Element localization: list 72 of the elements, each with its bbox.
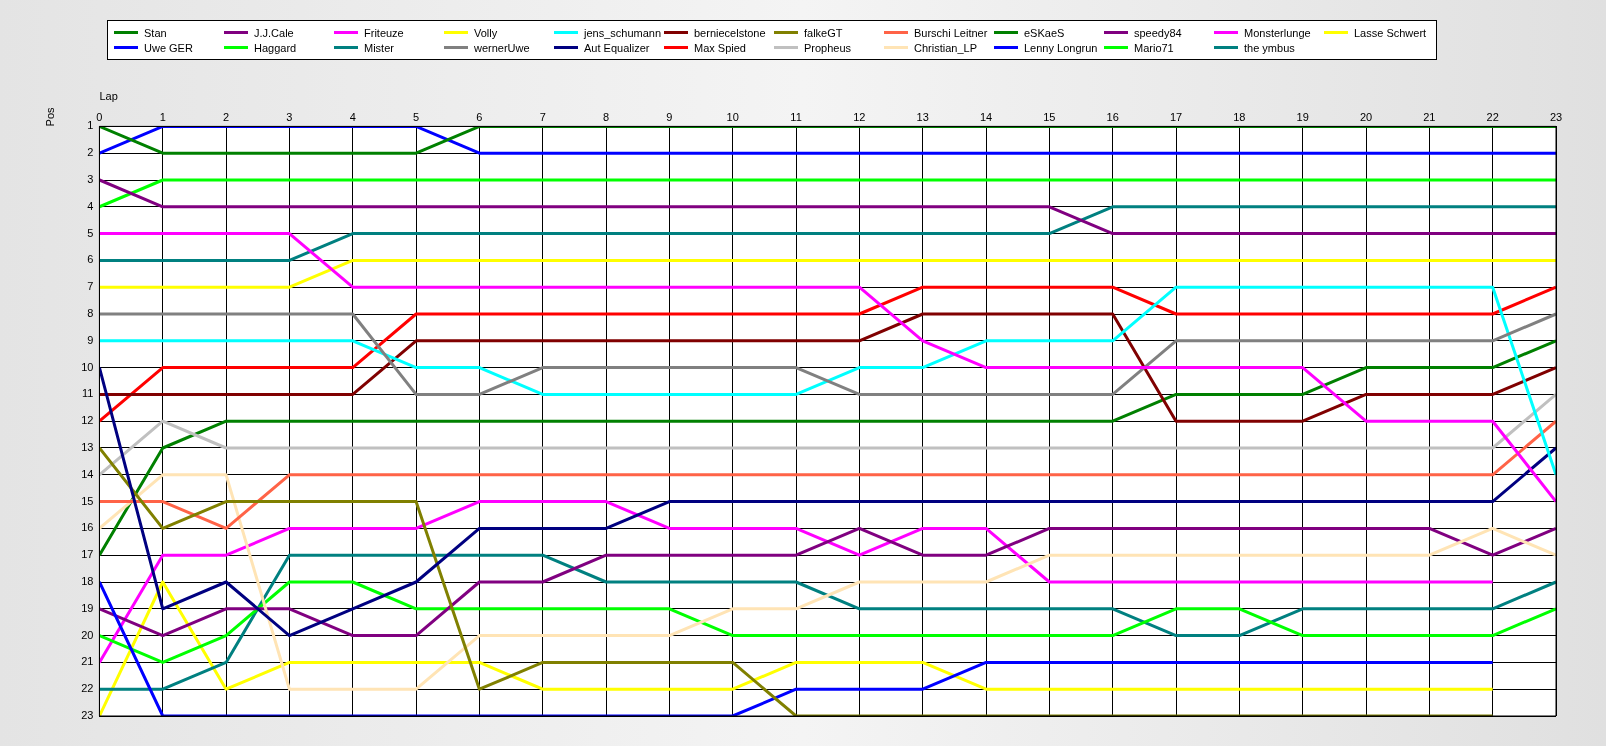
x-tick-label: 0: [96, 110, 103, 123]
legend-label: berniecelstone: [694, 26, 766, 39]
y-tick-label: 4: [87, 199, 94, 212]
y-tick-label: 10: [81, 360, 94, 373]
y-tick-label: 19: [81, 601, 94, 614]
x-tick-label: 18: [1233, 110, 1246, 123]
x-tick-label: 7: [539, 110, 546, 123]
y-tick-label: 15: [81, 494, 94, 507]
x-tick-label: 13: [916, 110, 929, 123]
legend-label: Max Spied: [694, 41, 746, 54]
x-tick-label: 10: [726, 110, 739, 123]
y-tick-label: 6: [87, 253, 94, 266]
x-axis-title: Lap: [99, 89, 118, 102]
legend-label: falkeGT: [804, 26, 843, 39]
legend-label: Burschi Leitner: [914, 26, 988, 39]
y-tick-label: 16: [81, 521, 94, 534]
y-tick-label: 22: [81, 682, 94, 695]
x-tick-label: 9: [666, 110, 673, 123]
x-tick-label: 6: [476, 110, 483, 123]
y-tick-label: 11: [82, 387, 94, 400]
y-axis-title: Pos: [43, 106, 56, 127]
x-tick-label: 3: [286, 110, 293, 123]
x-tick-label: 8: [603, 110, 610, 123]
y-tick-label: 8: [87, 307, 94, 320]
legend-label: Lasse Schwert: [1354, 26, 1427, 39]
legend-label: eSKaeS: [1024, 26, 1065, 39]
x-tick-label: 11: [790, 110, 802, 123]
legend-label: Mister: [364, 41, 394, 54]
x-tick-label: 17: [1169, 110, 1183, 123]
x-tick-label: 21: [1423, 110, 1436, 123]
legend-label: Mario71: [1134, 41, 1174, 54]
y-tick-label: 2: [87, 146, 94, 159]
x-tick-label: 2: [223, 110, 230, 123]
legend-label: speedy84: [1134, 26, 1182, 39]
x-tick-label: 4: [349, 110, 356, 123]
legend-label: J.J.Cale: [254, 26, 294, 39]
y-tick-label: 21: [81, 655, 94, 668]
x-tick-label: 20: [1359, 110, 1373, 123]
x-tick-label: 14: [979, 110, 993, 123]
x-tick-label: 1: [159, 110, 166, 123]
x-tick-label: 19: [1296, 110, 1309, 123]
legend-label: wernerUwe: [474, 41, 530, 54]
legend-label: jens_schumann: [584, 26, 662, 39]
y-tick-label: 5: [87, 226, 94, 239]
y-tick-label: 13: [81, 441, 94, 454]
legend-label: the ymbus: [1244, 41, 1295, 54]
x-tick-label: 23: [1549, 110, 1563, 123]
legend-label: Haggard: [254, 41, 297, 54]
legend-label: Christian_LP: [914, 41, 977, 54]
x-tick-label: 12: [853, 110, 866, 123]
legend-label: Uwe GER: [144, 41, 193, 54]
y-tick-label: 14: [81, 467, 94, 480]
y-tick-label: 12: [81, 414, 94, 427]
x-tick-label: 5: [413, 110, 420, 123]
y-tick-label: 3: [87, 173, 94, 186]
y-tick-label: 23: [81, 709, 94, 722]
legend-label: Monsterlunge: [1244, 26, 1311, 39]
x-tick-label: 16: [1106, 110, 1119, 123]
legend-label: Volly: [474, 26, 498, 39]
y-tick-label: 18: [81, 575, 94, 588]
y-tick-label: 7: [87, 280, 94, 293]
x-tick-label: 22: [1486, 110, 1499, 123]
y-tick-label: 9: [87, 333, 94, 346]
legend-label: Stan: [144, 26, 167, 39]
y-tick-label: 1: [87, 119, 94, 132]
y-tick-label: 17: [81, 548, 94, 561]
legend-label: Aut Equalizer: [584, 41, 650, 54]
x-tick-label: 15: [1043, 110, 1056, 123]
legend-label: Lenny Longrun: [1024, 41, 1098, 54]
y-tick-label: 20: [81, 628, 94, 641]
legend-label: Propheus: [804, 41, 852, 54]
legend-label: Friteuze: [364, 26, 404, 39]
